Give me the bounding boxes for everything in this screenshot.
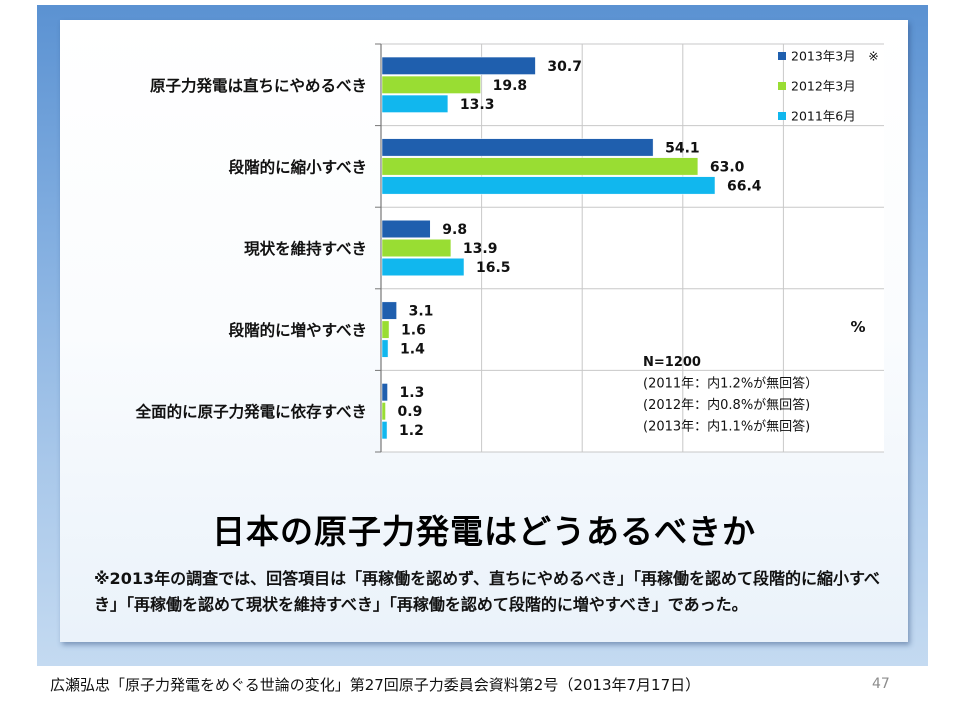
bar [381, 75, 481, 94]
category-label: 現状を維持すべき [244, 239, 367, 258]
data-label: 63.0 [710, 159, 745, 175]
data-label: 3.1 [409, 304, 434, 320]
bar [381, 239, 452, 257]
sample-note: N=1200 [643, 355, 701, 370]
data-label: 13.3 [460, 97, 495, 113]
bar [381, 138, 654, 157]
data-label: 1.3 [400, 385, 425, 401]
source-citation: 広瀬弘忠「原子力発電をめぐる世論の変化」第27回原子力委員会資料第2号（2013… [50, 676, 701, 694]
data-label: 13.9 [463, 241, 498, 257]
sample-note: (2013年：内1.1%が無回答) [643, 419, 810, 435]
category-label: 全面的に原子力発電に依存すべき [135, 402, 367, 421]
data-label: 30.7 [547, 59, 582, 75]
legend-label: 2013年3月 ※ [791, 49, 879, 64]
legend-swatch [778, 52, 786, 60]
plot-area [381, 44, 884, 452]
bar [381, 94, 449, 113]
bar [381, 258, 465, 276]
data-label: 54.1 [665, 140, 700, 156]
bar [381, 421, 388, 440]
bar [381, 383, 388, 402]
bar [381, 56, 536, 75]
unit-label: % [850, 318, 865, 336]
data-label: 1.4 [400, 342, 425, 358]
page-title: 日本の原子力発電はどうあるべきか [212, 512, 756, 551]
bar [381, 320, 390, 339]
data-label: 19.8 [493, 78, 528, 94]
bar [381, 301, 397, 320]
data-label: 1.6 [401, 323, 426, 339]
bar [381, 402, 386, 421]
bar [381, 176, 716, 195]
legend-label: 2012年3月 [791, 79, 856, 94]
category-label: 原子力発電は直ちにやめるべき [150, 76, 367, 95]
bar [381, 157, 699, 176]
sample-note: (2012年：内0.8%が無回答) [643, 397, 810, 413]
data-label: 66.4 [727, 178, 762, 194]
data-label: 16.5 [476, 260, 511, 276]
data-label: 0.9 [398, 404, 423, 420]
sample-note: (2011年：内1.2%が無回答） [643, 376, 818, 392]
page-number: 47 [872, 676, 890, 692]
bar [381, 339, 389, 358]
legend-swatch [778, 112, 786, 120]
data-label: 9.8 [442, 222, 467, 238]
bar [381, 220, 431, 238]
legend-label: 2011年6月 [791, 109, 856, 124]
category-label: 段階的に縮小すべき [229, 157, 367, 176]
legend-swatch [778, 82, 786, 90]
data-label: 1.2 [399, 423, 424, 439]
footnote: ※2013年の調査では、回答項目は「再稼働を認めず、直ちにやめるべき」「再稼働を… [94, 569, 880, 614]
category-label: 段階的に増やすべき [229, 321, 367, 340]
